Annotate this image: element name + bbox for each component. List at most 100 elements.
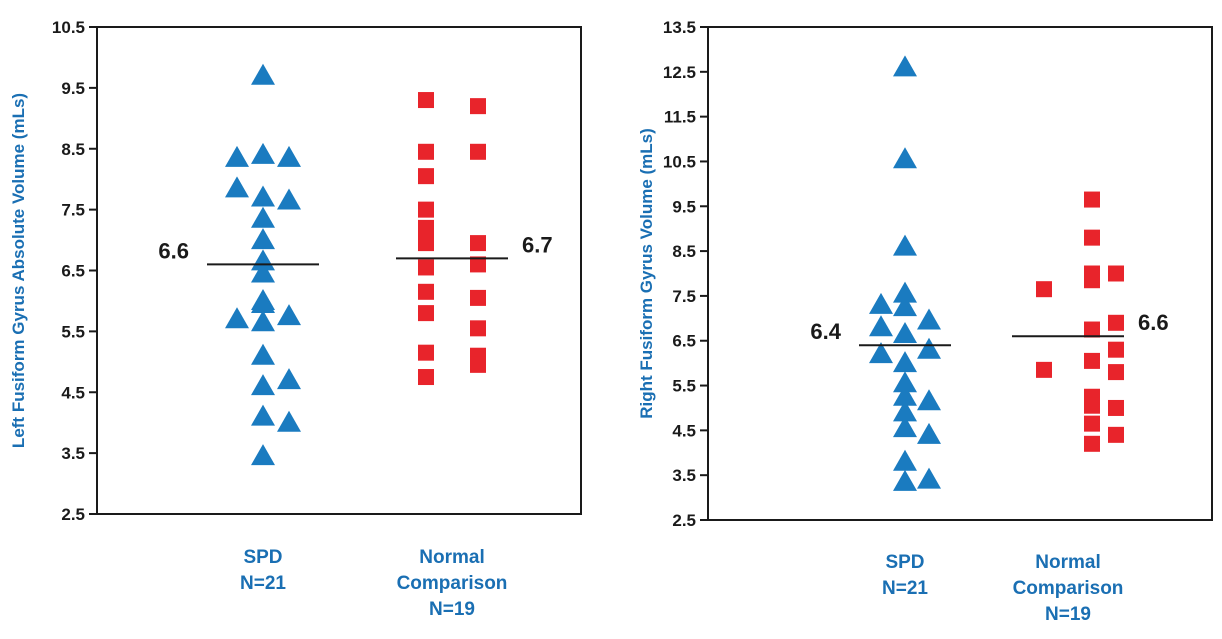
spd-triangle-point (893, 295, 917, 317)
spd-triangle-point (893, 384, 917, 406)
category-label: N=21 (882, 578, 928, 599)
y-tick-label: 6.5 (672, 332, 696, 351)
y-tick-label: 4.5 (61, 383, 85, 402)
y-tick-label: 13.5 (663, 18, 696, 37)
y-axis-title: Left Fusiform Gyrus Absolute Volume (mLs… (9, 93, 28, 448)
mean-value-label: 6.4 (810, 319, 841, 344)
normal-square-point (470, 320, 486, 337)
spd-triangle-point (869, 292, 893, 314)
spd-triangle-point (251, 343, 275, 365)
normal-square-point (1108, 265, 1124, 282)
spd-triangle-point (893, 351, 917, 373)
spd-triangle-point (277, 410, 301, 432)
normal-square-point (418, 201, 434, 218)
normal-square-point (418, 259, 434, 276)
normal-square-point (1084, 435, 1100, 452)
category-label: N=19 (1045, 604, 1091, 625)
y-tick-label: 5.5 (672, 377, 696, 396)
normal-square-point (418, 235, 434, 252)
normal-square-point (1084, 397, 1100, 414)
normal-square-point (1108, 314, 1124, 331)
spd-triangle-point (893, 400, 917, 422)
category-label: N=21 (240, 573, 286, 594)
right-panel: 2.5 3.5 4.5 5.5 6.5 7.5 8.5 9.5 10.5 11.5 12.5 13.5… (637, 18, 1213, 625)
spd-triangle-point (917, 337, 941, 359)
y-tick-label: 8.5 (672, 242, 696, 261)
spd-triangle-point (869, 342, 893, 364)
plot-frame (707, 26, 1213, 521)
normal-square-point (418, 305, 434, 322)
normal-square-point (418, 344, 434, 361)
y-tick-label: 2.5 (672, 511, 696, 530)
spd-triangle-point (225, 145, 249, 167)
category-label: Comparison (1013, 578, 1124, 599)
spd-triangle-point (277, 304, 301, 326)
category-label: SPD (885, 552, 924, 573)
spd-triangle-point (277, 368, 301, 390)
y-axis-title: Right Fusiform Gyrus Volume (mLs) (637, 128, 656, 419)
y-tick-label: 4.5 (672, 421, 696, 440)
category-label: Comparison (397, 573, 508, 594)
plot-frame (96, 26, 582, 515)
category-label: SPD (243, 547, 282, 568)
y-tick-label: 10.5 (663, 152, 696, 171)
spd-triangle-point (251, 228, 275, 250)
spd-triangle-point (251, 374, 275, 396)
spd-triangle-point (917, 308, 941, 330)
y-tick-label: 10.5 (52, 18, 85, 37)
spd-triangle-point (893, 55, 917, 77)
y-tick-label: 12.5 (663, 63, 696, 82)
y-tick-label: 7.5 (672, 287, 696, 306)
spd-triangle-point (893, 449, 917, 471)
spd-triangle-point (277, 188, 301, 210)
normal-square-point (1084, 229, 1100, 246)
normal-square-point (1036, 281, 1052, 298)
normal-square-point (470, 356, 486, 373)
category-label: Normal (419, 547, 484, 568)
spd-triangle-point (917, 389, 941, 411)
spd-triangle-point (893, 147, 917, 169)
normal-square-point (1084, 352, 1100, 369)
normal-square-point (1108, 426, 1124, 443)
y-tick-label: 6.5 (61, 262, 85, 281)
y-tick-label: 9.5 (672, 197, 696, 216)
normal-square-point (470, 98, 486, 115)
normal-square-point (1108, 399, 1124, 416)
mean-value-label: 6.6 (1138, 310, 1169, 335)
spd-triangle-point (251, 310, 275, 332)
spd-triangle-point (251, 206, 275, 228)
spd-triangle-point (251, 63, 275, 85)
mean-value-label: 6.7 (522, 232, 553, 257)
y-tick-label: 3.5 (61, 444, 85, 463)
spd-triangle-point (893, 371, 917, 393)
spd-triangle-point (251, 291, 275, 313)
normal-square-point (1084, 191, 1100, 208)
normal-square-point (470, 143, 486, 160)
spd-triangle-point (869, 315, 893, 337)
spd-triangle-point (251, 185, 275, 207)
y-tick-label: 8.5 (61, 140, 85, 159)
normal-square-point (418, 369, 434, 386)
category-label: N=19 (429, 599, 475, 620)
normal-square-point (1084, 415, 1100, 432)
spd-triangle-point (251, 261, 275, 283)
mean-value-label: 6.6 (158, 238, 189, 263)
y-tick-label: 3.5 (672, 466, 696, 485)
normal-square-point (1084, 321, 1100, 338)
normal-square-point (1108, 341, 1124, 358)
spd-triangle-point (917, 422, 941, 444)
normal-square-point (418, 92, 434, 109)
normal-square-point (418, 219, 434, 236)
spd-triangle-point (893, 281, 917, 303)
spd-triangle-point (893, 416, 917, 438)
y-tick-label: 2.5 (61, 505, 85, 524)
normal-square-point (418, 168, 434, 185)
normal-square-point (470, 235, 486, 252)
spd-triangle-point (893, 322, 917, 344)
y-tick-label: 7.5 (61, 201, 85, 220)
spd-triangle-point (893, 234, 917, 256)
y-tick-label: 5.5 (61, 322, 85, 341)
normal-square-point (470, 289, 486, 306)
spd-triangle-point (225, 307, 249, 329)
